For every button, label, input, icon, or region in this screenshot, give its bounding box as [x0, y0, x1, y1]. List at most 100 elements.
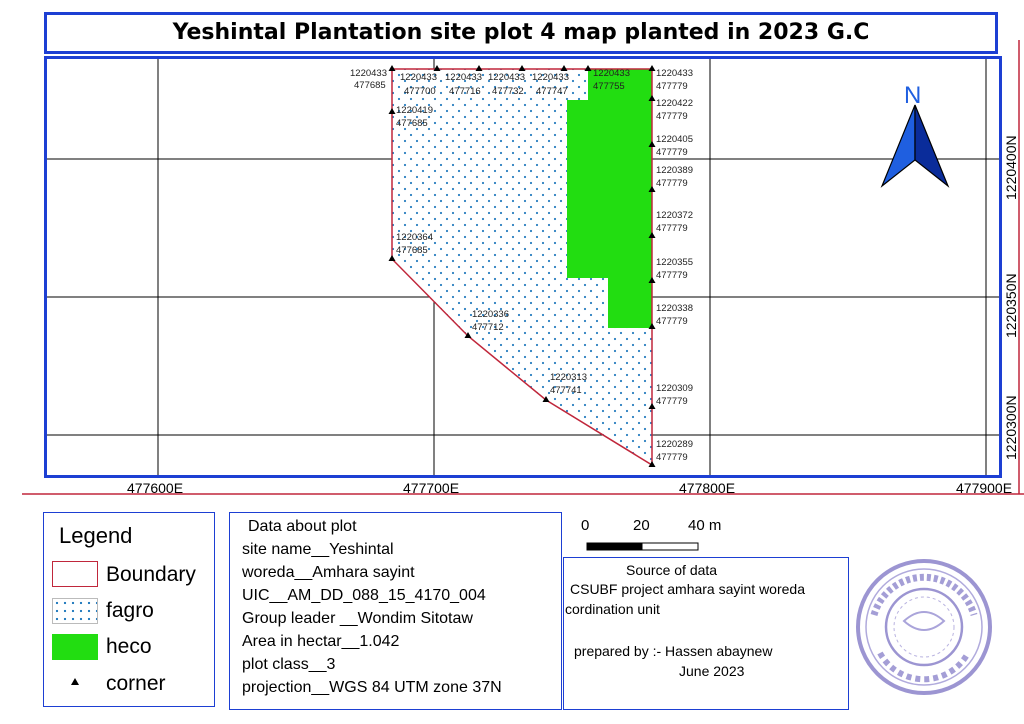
corner-marker	[560, 65, 568, 71]
map-frame	[44, 56, 1002, 478]
corner-label-e: 477755	[593, 81, 625, 92]
corner-label-e: 477779	[656, 81, 688, 92]
corner-label-n: 1220433	[593, 68, 630, 79]
corner-label-e: 477685	[354, 80, 386, 91]
corner-label-n: 1220433	[532, 72, 569, 83]
corner-label-n: 1220433	[445, 72, 482, 83]
corner-label-e: 477779	[656, 111, 688, 122]
scale-label-20: 20	[633, 517, 650, 534]
corner-label-n: 1220389	[656, 165, 693, 176]
corner-marker	[648, 461, 656, 467]
boundary-swatch	[52, 561, 98, 587]
corner-label-e: 477779	[656, 270, 688, 281]
legend-title: Legend	[59, 523, 133, 548]
plot-info-line: UIC__AM_DD_088_15_4170_004	[242, 587, 486, 604]
map-title-box: Yeshintal Plantation site plot 4 map pla…	[44, 12, 998, 54]
plot-info-line: woreda__Amhara sayint	[242, 564, 415, 581]
prepared-by: prepared by :- Hassen abaynew	[574, 643, 773, 659]
legend-label-heco: heco	[106, 635, 152, 658]
corner-marker	[464, 332, 472, 338]
corner-marker	[475, 65, 483, 71]
corner-label-n: 1220419	[396, 105, 433, 116]
corner-marker	[542, 396, 550, 402]
plot-info-line: projection__WGS 84 UTM zone 37N	[242, 679, 502, 696]
corner-label-e: 477716	[449, 86, 481, 97]
corner-label-e: 477712	[472, 322, 504, 333]
legend-label-fagro: fagro	[106, 599, 154, 622]
corner-label-e: 477685	[396, 118, 428, 129]
corner-marker	[648, 65, 656, 71]
corner-labels: 1220433 477685 1220433 477700 1220433 47…	[350, 68, 693, 463]
corner-label-e: 477700	[404, 86, 436, 97]
corner-label-n: 1220313	[550, 372, 587, 383]
corner-label-e: 477779	[656, 223, 688, 234]
legend-label-boundary: Boundary	[106, 563, 196, 586]
corner-marker	[388, 108, 396, 114]
corner-marker	[388, 255, 396, 261]
corner-marker	[388, 65, 396, 71]
plot-info-line: plot class__3	[242, 656, 336, 673]
source-line: CSUBF project amhara sayint woreda	[570, 581, 805, 597]
corner-marker	[433, 65, 441, 71]
heco-swatch	[52, 634, 98, 660]
official-stamp	[856, 559, 992, 695]
plot-info-line: Area in hectar__1.042	[242, 633, 400, 650]
corner-label-n: 1220405	[656, 134, 693, 145]
corner-marker	[518, 65, 526, 71]
north-arrow: N	[880, 82, 950, 188]
legend-box: Legend Boundary fagro heco corner	[43, 512, 215, 707]
y-axis-label: 1220350N	[1003, 273, 1019, 338]
corner-label-e: 477685	[396, 245, 428, 256]
corner-label-n: 1220289	[656, 439, 693, 450]
plot-info-line: site name__Yeshintal	[242, 541, 394, 558]
corner-marker	[648, 277, 656, 283]
corner-label-n: 1220355	[656, 257, 693, 268]
corner-label-n: 1220433	[656, 68, 693, 79]
y-axis-label: 1220400N	[1003, 135, 1019, 200]
scale-label-0: 0	[581, 517, 590, 534]
corner-label-e: 477779	[656, 147, 688, 158]
corner-marker	[648, 403, 656, 409]
corner-markers	[388, 65, 656, 467]
corner-marker	[648, 186, 656, 192]
scale-bar	[586, 542, 699, 551]
corner-label-n: 1220338	[656, 303, 693, 314]
plot-info-box: Data about plot site name__Yeshintal wor…	[229, 512, 562, 710]
fagro-swatch	[52, 598, 98, 624]
x-axis-label: 477600E	[127, 480, 184, 496]
map-title: Yeshintal Plantation site plot 4 map pla…	[172, 20, 870, 45]
corner-label-n: 1220372	[656, 210, 693, 221]
x-axis-label: 477900E	[956, 480, 1013, 496]
corner-label-n: 1220364	[396, 232, 433, 243]
corner-label-e: 477741	[550, 385, 582, 396]
heco-area	[567, 69, 652, 328]
corner-marker	[648, 95, 656, 101]
corner-label-n: 1220422	[656, 98, 693, 109]
corner-label-n: 1220336	[472, 309, 509, 320]
corner-marker	[648, 232, 656, 238]
corner-label-e: 477779	[656, 178, 688, 189]
corner-label-n: 1220433	[350, 68, 387, 79]
north-arrow-label: N	[904, 82, 921, 109]
prepared-date: June 2023	[679, 663, 745, 679]
scale-label-40m: 40 m	[688, 517, 722, 534]
corner-marker	[584, 65, 592, 71]
plot-info-line: Group leader __Wondim Sitotaw	[242, 610, 473, 627]
legend-label-corner: corner	[106, 672, 166, 695]
corner-triangle-icon	[71, 678, 79, 685]
corner-label-e: 477779	[656, 396, 688, 407]
source-heading: Source of data	[626, 562, 718, 578]
corner-label-e: 477779	[656, 452, 688, 463]
corner-label-e: 477779	[656, 316, 688, 327]
corner-label-e: 477732	[492, 86, 524, 97]
corner-label-n: 1220433	[400, 72, 437, 83]
corner-marker	[648, 323, 656, 329]
y-axis-label: 1220300N	[1003, 395, 1019, 460]
plot-info-heading: Data about plot	[248, 518, 357, 535]
corner-label-n: 1220433	[488, 72, 525, 83]
x-axis-label: 477800E	[679, 480, 736, 496]
x-axis-label: 477700E	[403, 480, 460, 496]
corner-label-e: 477747	[536, 86, 568, 97]
source-box: Source of data CSUBF project amhara sayi…	[563, 557, 849, 710]
